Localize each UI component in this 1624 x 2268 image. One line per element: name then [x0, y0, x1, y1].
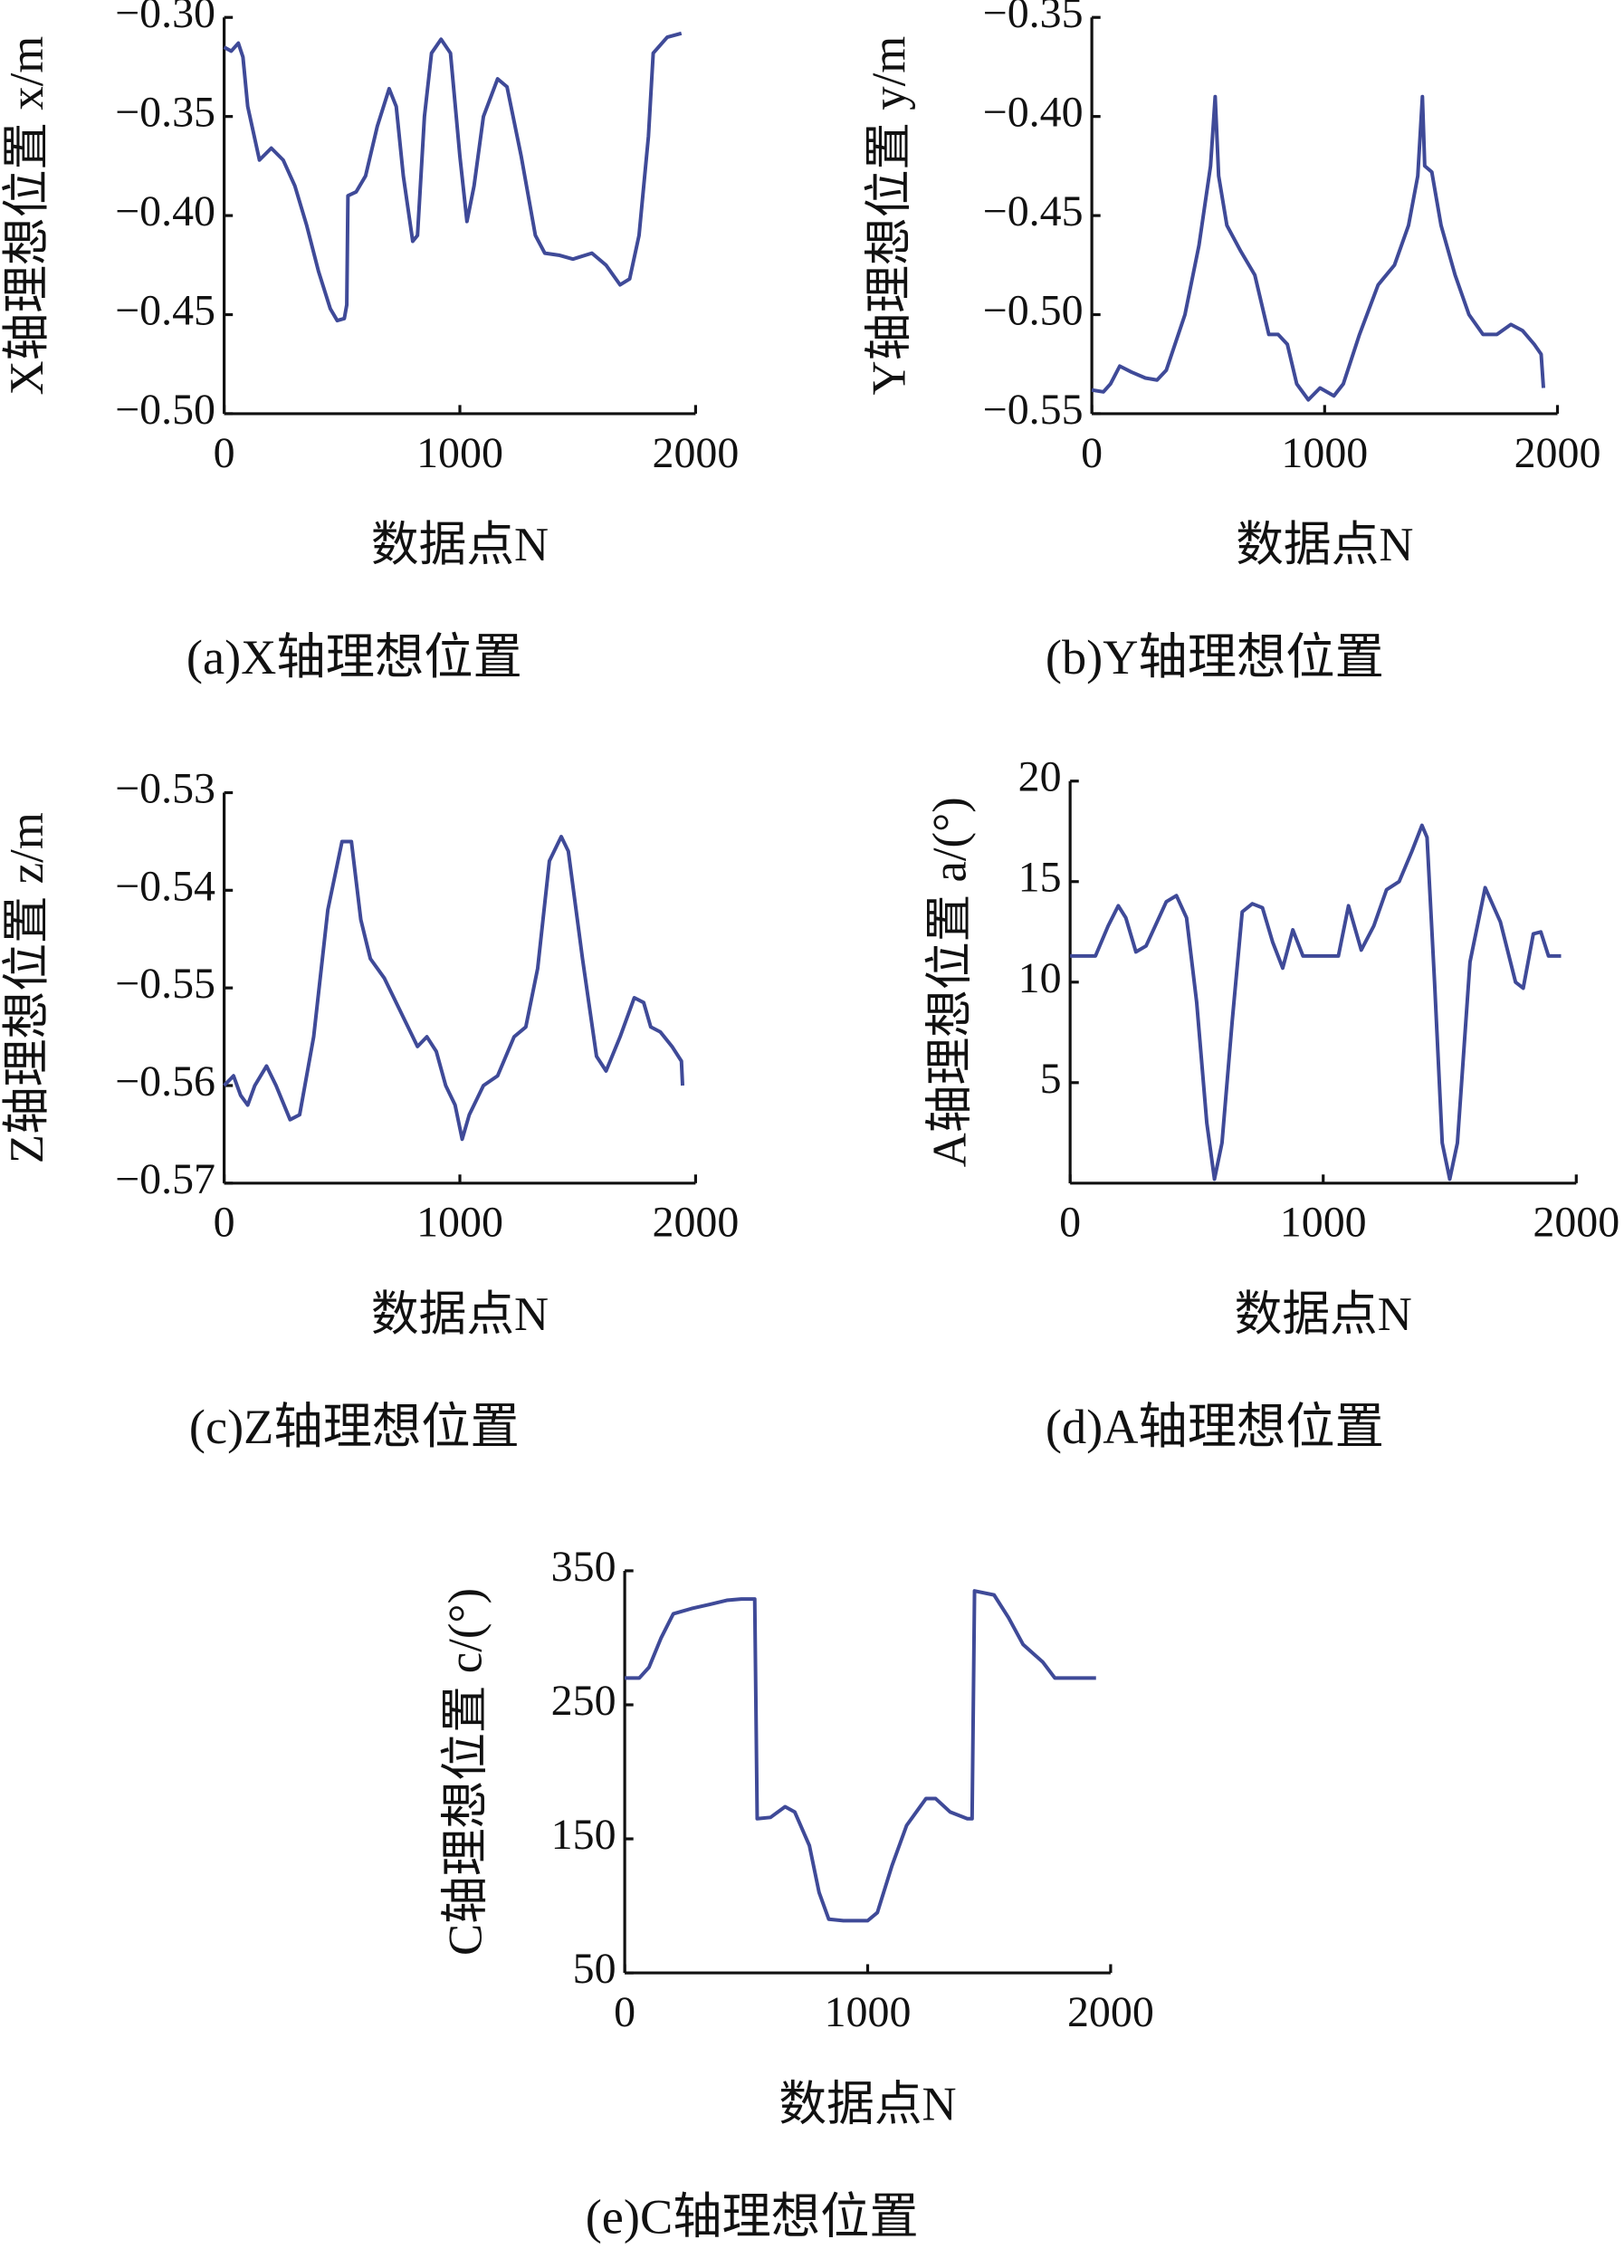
x-tick-label: 0 [1059, 1199, 1081, 1247]
y-tick-label: −0.40 [983, 89, 1084, 137]
y-tick-label: −0.55 [115, 960, 215, 1008]
x-tick-label: 1000 [416, 1199, 503, 1247]
x-tick-label: 2000 [652, 1199, 739, 1247]
data-line [223, 835, 685, 1142]
x-tick-label: 0 [614, 1988, 635, 2036]
y-tick-label: −0.40 [115, 187, 215, 235]
y-tick-label: 50 [573, 1945, 616, 1993]
x-tick-label: 1000 [416, 429, 503, 477]
x-tick-label: 1000 [1281, 429, 1368, 477]
x-tick-label: 0 [1081, 429, 1103, 477]
y-tick-label: −0.54 [115, 862, 215, 910]
y-tick-label: −0.50 [115, 386, 215, 434]
y-tick-label: −0.50 [983, 287, 1084, 335]
y-axis-label: Y轴理想位置 y/m [863, 36, 915, 396]
x-tick-label: 0 [214, 1199, 235, 1247]
x-tick-label: 1000 [1280, 1199, 1367, 1247]
y-tick-label: −0.55 [983, 386, 1084, 434]
caption: (d)A轴理想位置 [1046, 1400, 1384, 1454]
subplot: −0.50 −0.45 −0.40 −0.35 −0.30 0 1000 2000 数据点N X轴… [1, 0, 739, 684]
y-tick-label: 10 [1018, 954, 1062, 1002]
subplot: 5 10 15 20 0 1000 2000 数据点N A轴理想位置 a/(°) (d)A轴理想位… [923, 753, 1619, 1454]
y-tick-label: 5 [1040, 1055, 1062, 1103]
y-tick-label: 20 [1018, 753, 1062, 801]
y-axis-label: A轴理想位置 a/(°) [923, 797, 976, 1167]
y-tick-label: −0.45 [983, 187, 1084, 235]
caption: (c)Z轴理想位置 [189, 1400, 520, 1454]
y-tick-label: 250 [551, 1677, 616, 1725]
subplot: −0.57 −0.56 −0.55 −0.54 −0.53 0 1000 2000 数据点N Z轴… [1, 764, 739, 1454]
y-axis-label: C轴理想位置 c/(°) [439, 1588, 492, 1956]
x-tick-label: 2000 [1067, 1988, 1154, 2036]
x-tick-label: 0 [214, 429, 235, 477]
subplot: 50 150 250 350 0 1000 2000 数据点N C轴理想位置 c/(°) (e)C… [439, 1543, 1154, 2244]
x-axis-label: 数据点N [371, 1288, 549, 1341]
caption: (b)Y轴理想位置 [1046, 630, 1384, 684]
y-tick-label: −0.56 [115, 1057, 215, 1105]
y-tick-label: −0.35 [115, 89, 215, 137]
x-axis-label: 数据点N [1236, 519, 1413, 571]
x-tick-label: 2000 [652, 429, 739, 477]
x-tick-label: 2000 [1533, 1199, 1619, 1247]
caption: (a)X轴理想位置 [186, 630, 522, 684]
x-tick-label: 2000 [1514, 429, 1601, 477]
y-tick-label: 350 [551, 1543, 616, 1591]
data-line [1091, 94, 1546, 402]
y-tick-label: −0.53 [115, 764, 215, 812]
x-tick-label: 1000 [825, 1988, 912, 2036]
y-tick-label: −0.57 [115, 1155, 215, 1203]
y-tick-label: 150 [551, 1811, 616, 1859]
y-axis-label: Z轴理想位置 z/m [1, 812, 53, 1163]
data-line [223, 31, 683, 323]
x-axis-label: 数据点N [1235, 1288, 1412, 1341]
y-tick-label: −0.45 [115, 287, 215, 335]
data-line [625, 1589, 1096, 1923]
y-tick-label: 15 [1018, 854, 1062, 902]
data-line [1070, 823, 1562, 1182]
x-axis-label: 数据点N [371, 519, 549, 571]
x-axis-label: 数据点N [779, 2078, 956, 2130]
y-axis-label: X轴理想位置 x/m [1, 36, 53, 396]
caption: (e)C轴理想位置 [586, 2189, 919, 2244]
y-tick-label: −0.35 [983, 0, 1084, 37]
subplot: −0.55 −0.50 −0.45 −0.40 −0.35 0 1000 2000 数据点N Y轴… [863, 0, 1600, 684]
y-tick-label: −0.30 [115, 0, 215, 37]
